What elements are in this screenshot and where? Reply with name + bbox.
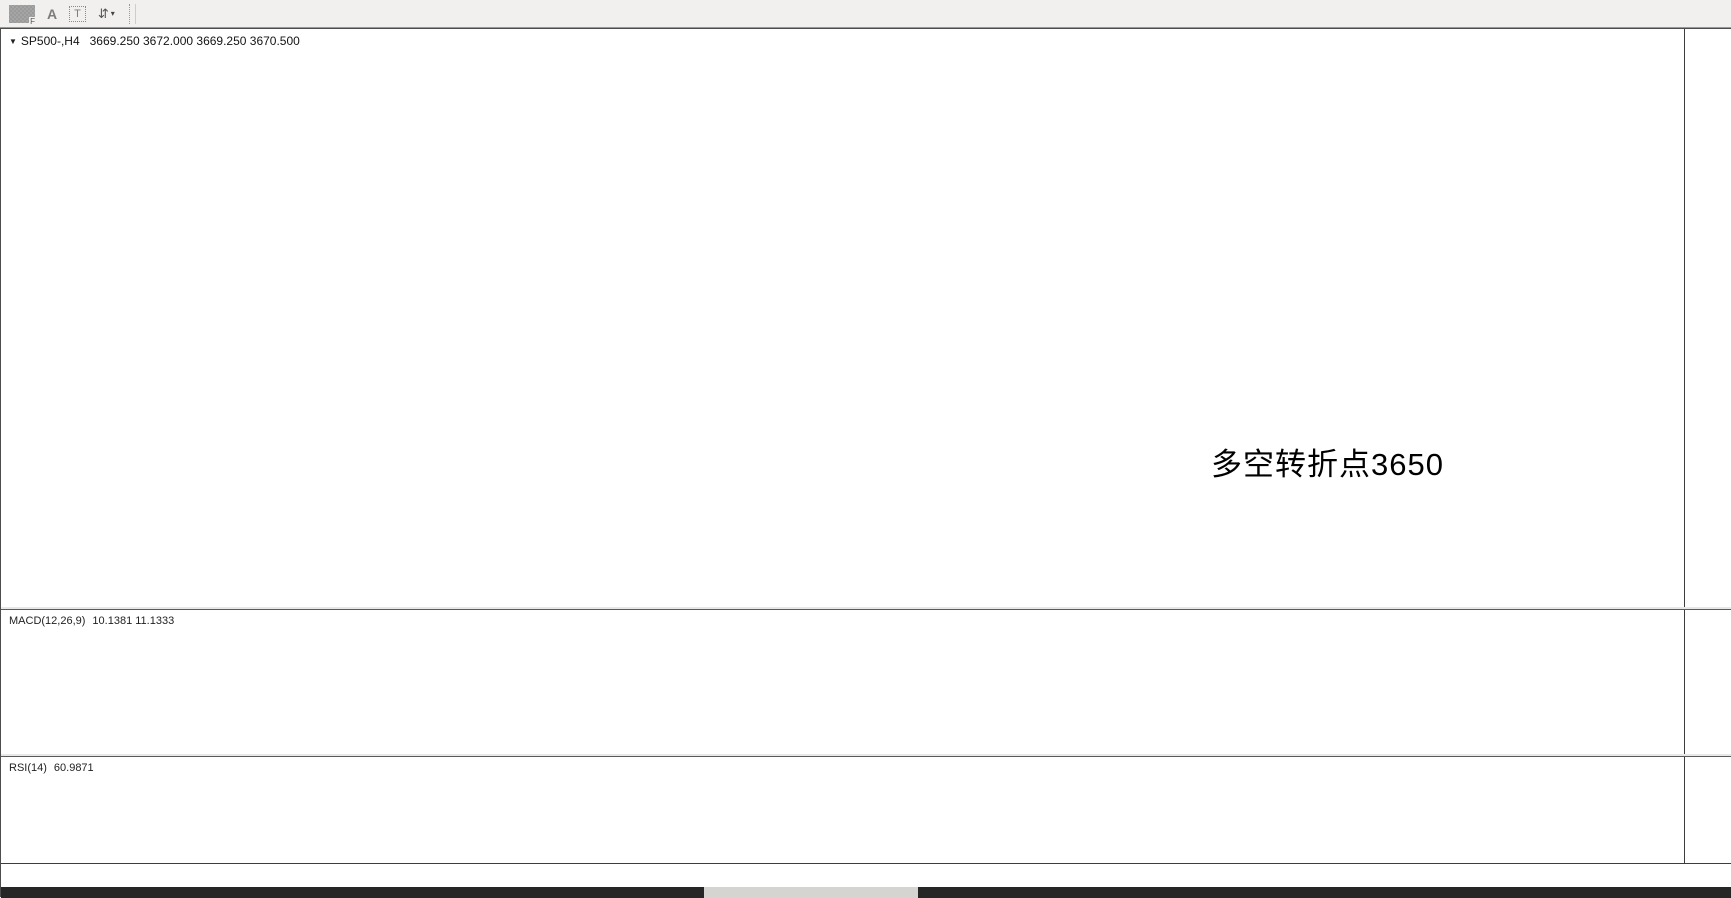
chart-title: ▼ SP500-,H4 3669.250 3672.000 3669.250 367…: [9, 34, 300, 48]
macd-name: MACD(12,26,9): [9, 615, 86, 627]
main-chart-canvas[interactable]: [1, 29, 1684, 609]
symbol-label: SP500-,H4: [20, 34, 80, 48]
letter-a-icon: A: [47, 5, 58, 22]
macd-values: 10.1381 11.1333: [92, 615, 175, 627]
rsi-name: RSI(14): [9, 762, 47, 774]
horizontal-scrollbar[interactable]: [1, 887, 1731, 898]
quote-ohlc-label: 3669.250 3672.000 3669.250 3670.500: [89, 34, 300, 48]
cursor-mode-button[interactable]: ⇵ ▾: [92, 3, 121, 25]
macd-axis[interactable]: [1684, 610, 1731, 757]
chevron-down-icon[interactable]: ▾: [110, 9, 115, 18]
toolbar-separator: [128, 3, 136, 24]
macd-label: MACD(12,26,9) 10.1381 11.1333: [9, 615, 181, 627]
time-axis[interactable]: [1, 863, 1731, 888]
grid-f-icon: F: [9, 4, 35, 26]
chart-window: ▼ SP500-,H4 3669.250 3672.000 3669.250 367…: [0, 28, 1731, 898]
main-chart-panel: ▼ SP500-,H4 3669.250 3672.000 3669.250 367…: [1, 29, 1731, 609]
rsi-axis[interactable]: [1684, 757, 1731, 864]
scrollbar-thumb[interactable]: [704, 887, 918, 898]
macd-canvas[interactable]: [1, 610, 1684, 757]
collapse-triangle-icon[interactable]: ▼: [9, 37, 17, 46]
rsi-panel: RSI(14) 60.9871: [1, 756, 1731, 864]
text-label-button[interactable]: A: [41, 3, 63, 25]
cycle-arrows-icon: ⇵: [97, 5, 109, 21]
letter-t-icon: T: [69, 5, 86, 22]
price-axis[interactable]: [1684, 29, 1731, 609]
indicators-grid-icon[interactable]: F: [0, 3, 41, 26]
chart-annotation-text: 多空转折点3650: [1211, 447, 1444, 482]
rsi-canvas[interactable]: [1, 757, 1684, 864]
toolbar: F A T ⇵ ▾: [0, 0, 1731, 28]
rsi-value: 60.9871: [53, 762, 94, 774]
rsi-label: RSI(14) 60.9871: [9, 762, 101, 774]
macd-panel: MACD(12,26,9) 10.1381 11.1333: [1, 609, 1731, 757]
text-box-button[interactable]: T: [63, 3, 92, 25]
